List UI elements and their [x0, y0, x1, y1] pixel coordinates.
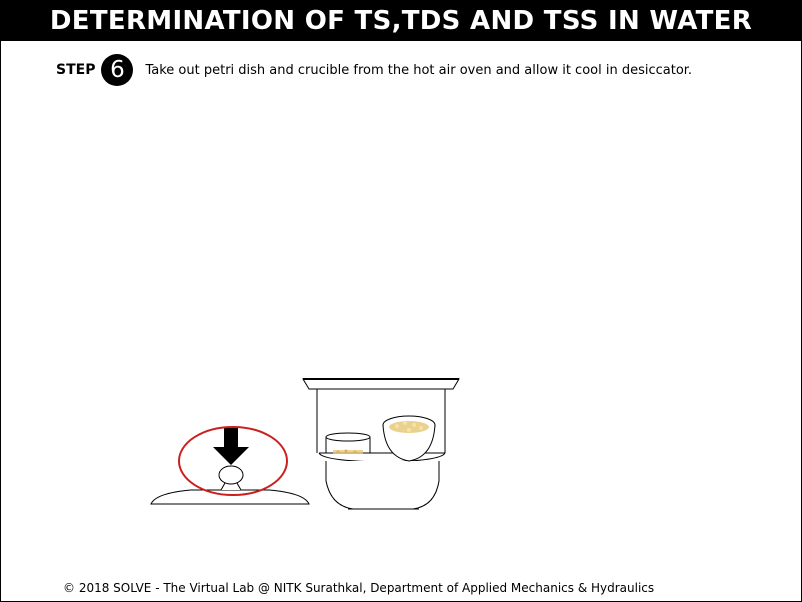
step-number-badge: 6: [101, 54, 134, 86]
title-bar: DETERMINATION OF TS,TDS AND TSS IN WATER: [1, 1, 801, 41]
step-label: STEP: [56, 62, 96, 78]
step-instruction-text: Take out petri dish and crucible from th…: [145, 62, 693, 78]
page-title: DETERMINATION OF TS,TDS AND TSS IN WATER: [49, 6, 753, 36]
arrow-down-icon: [213, 427, 249, 465]
lid-knob[interactable]: [218, 465, 244, 485]
step-instruction-row: STEP 6 Take out petri dish and crucible …: [56, 54, 693, 86]
highlight-ring: [178, 426, 288, 496]
desiccator-lid[interactable]: [150, 482, 310, 505]
petri-dish[interactable]: [325, 432, 371, 454]
footer-copyright: © 2018 SOLVE - The Virtual Lab @ NITK Su…: [63, 581, 655, 595]
crucible[interactable]: [382, 415, 436, 462]
